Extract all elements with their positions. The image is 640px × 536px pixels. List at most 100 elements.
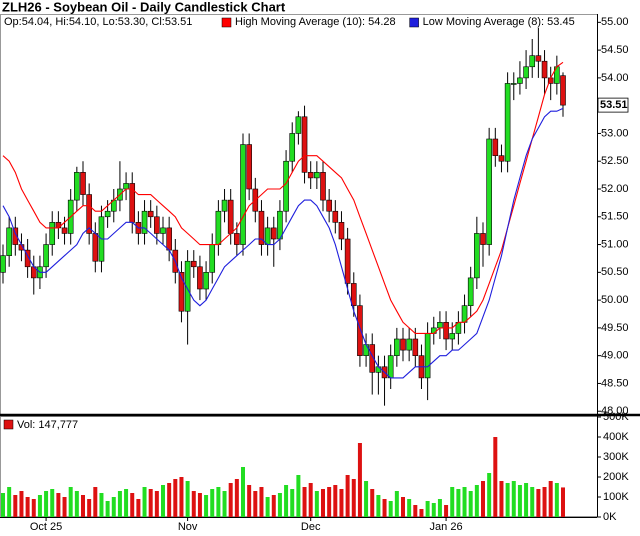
candle-body xyxy=(154,216,160,234)
volume-bar xyxy=(210,489,215,517)
volume-bar xyxy=(351,479,356,517)
y-tick-label: 53.00 xyxy=(601,127,629,139)
volume-bar xyxy=(68,487,73,517)
candle-body xyxy=(412,338,419,356)
x-tick-label: Nov xyxy=(178,521,198,533)
candle-body xyxy=(178,272,185,312)
volume-bar xyxy=(154,491,159,517)
volume-bar xyxy=(388,501,393,517)
last-price-box xyxy=(597,97,629,113)
volume-bar xyxy=(431,503,436,517)
volume-bar xyxy=(548,481,553,517)
candle-body xyxy=(541,60,548,79)
candle-body xyxy=(92,233,99,262)
legend-label: Low Moving Average (8): 53.45 xyxy=(423,16,575,28)
candle-body xyxy=(240,144,246,245)
volume-y-tick-label: 300K xyxy=(603,451,629,463)
volume-bar xyxy=(265,497,270,517)
candle-body xyxy=(234,233,240,245)
volume-bar xyxy=(394,491,399,517)
volume-bar xyxy=(290,489,295,517)
volume-y-tick-label: 100K xyxy=(603,491,629,503)
volume-bar xyxy=(31,499,36,517)
y-tick-label: 49.50 xyxy=(601,322,629,334)
volume-bar xyxy=(554,483,559,517)
candle-body xyxy=(430,327,437,334)
candle-body xyxy=(492,138,499,156)
volume-bar xyxy=(345,475,350,517)
volume-bar xyxy=(117,491,122,517)
volume-bar xyxy=(437,499,442,517)
candle-body xyxy=(301,116,308,173)
candle-body xyxy=(449,333,456,340)
volume-bar xyxy=(536,489,541,517)
candle-body xyxy=(227,199,234,234)
candle-body xyxy=(258,210,265,245)
candle-body xyxy=(270,227,277,240)
volume-bar xyxy=(277,493,282,517)
volume-bar xyxy=(93,487,98,517)
volume-bar xyxy=(302,487,307,517)
volume-bar xyxy=(542,487,547,517)
volume-bar xyxy=(376,495,381,517)
volume-bar xyxy=(450,487,455,517)
candle-body xyxy=(400,338,406,351)
candle-body xyxy=(560,75,566,106)
candle-body xyxy=(6,227,12,256)
candle-body xyxy=(221,199,228,212)
volume-bar xyxy=(468,491,473,517)
candle-body xyxy=(467,277,474,306)
volume-bar xyxy=(50,489,55,517)
candle-body xyxy=(61,227,68,234)
volume-bar xyxy=(524,483,529,517)
y-tick-label: 50.50 xyxy=(601,266,629,278)
candle-body xyxy=(529,55,536,68)
volume-bar xyxy=(364,481,369,517)
volume-bar xyxy=(74,491,79,517)
candle-body xyxy=(209,244,216,273)
volume-bar xyxy=(7,487,12,517)
candle-body xyxy=(80,172,86,195)
volume-bar xyxy=(185,481,190,517)
volume-bar xyxy=(505,483,510,517)
volume-bar xyxy=(456,489,461,517)
volume-bar xyxy=(241,467,245,517)
candle-body xyxy=(190,260,197,268)
candle-body xyxy=(394,338,400,356)
candle-body xyxy=(246,144,252,190)
volume-bar xyxy=(130,493,135,517)
candle-body xyxy=(0,255,6,273)
candle-body xyxy=(406,338,412,351)
volume-bar xyxy=(444,505,449,517)
candle-body xyxy=(215,210,222,245)
volume-bar xyxy=(105,501,110,517)
volume-bar xyxy=(111,497,116,517)
legend-label: High Moving Average (10): 54.28 xyxy=(235,16,396,28)
volume-bar xyxy=(253,491,258,517)
candle-body xyxy=(486,138,492,245)
volume-bar xyxy=(167,483,172,517)
candle-body xyxy=(55,222,62,229)
volume-bar xyxy=(62,497,67,517)
candle-body xyxy=(184,260,191,312)
candle-body xyxy=(338,222,345,240)
volume-bar xyxy=(284,485,289,517)
volume-bar xyxy=(216,487,221,517)
volume-bar xyxy=(511,481,516,517)
candle-body xyxy=(504,83,511,162)
y-tick-label: 52.00 xyxy=(601,183,629,195)
candle-body xyxy=(160,227,166,234)
moving-average-line xyxy=(2,61,564,334)
candle-body xyxy=(350,283,357,306)
volume-bar xyxy=(44,491,49,517)
volume-bar xyxy=(148,489,153,517)
volume-bar xyxy=(493,437,498,517)
y-tick-label: 52.50 xyxy=(601,155,629,167)
volume-bar xyxy=(357,443,362,517)
volume-bar xyxy=(530,487,535,517)
volume-bar xyxy=(197,493,202,517)
volume-bar xyxy=(487,473,492,517)
volume-bar xyxy=(308,483,313,517)
volume-bar xyxy=(419,509,424,517)
